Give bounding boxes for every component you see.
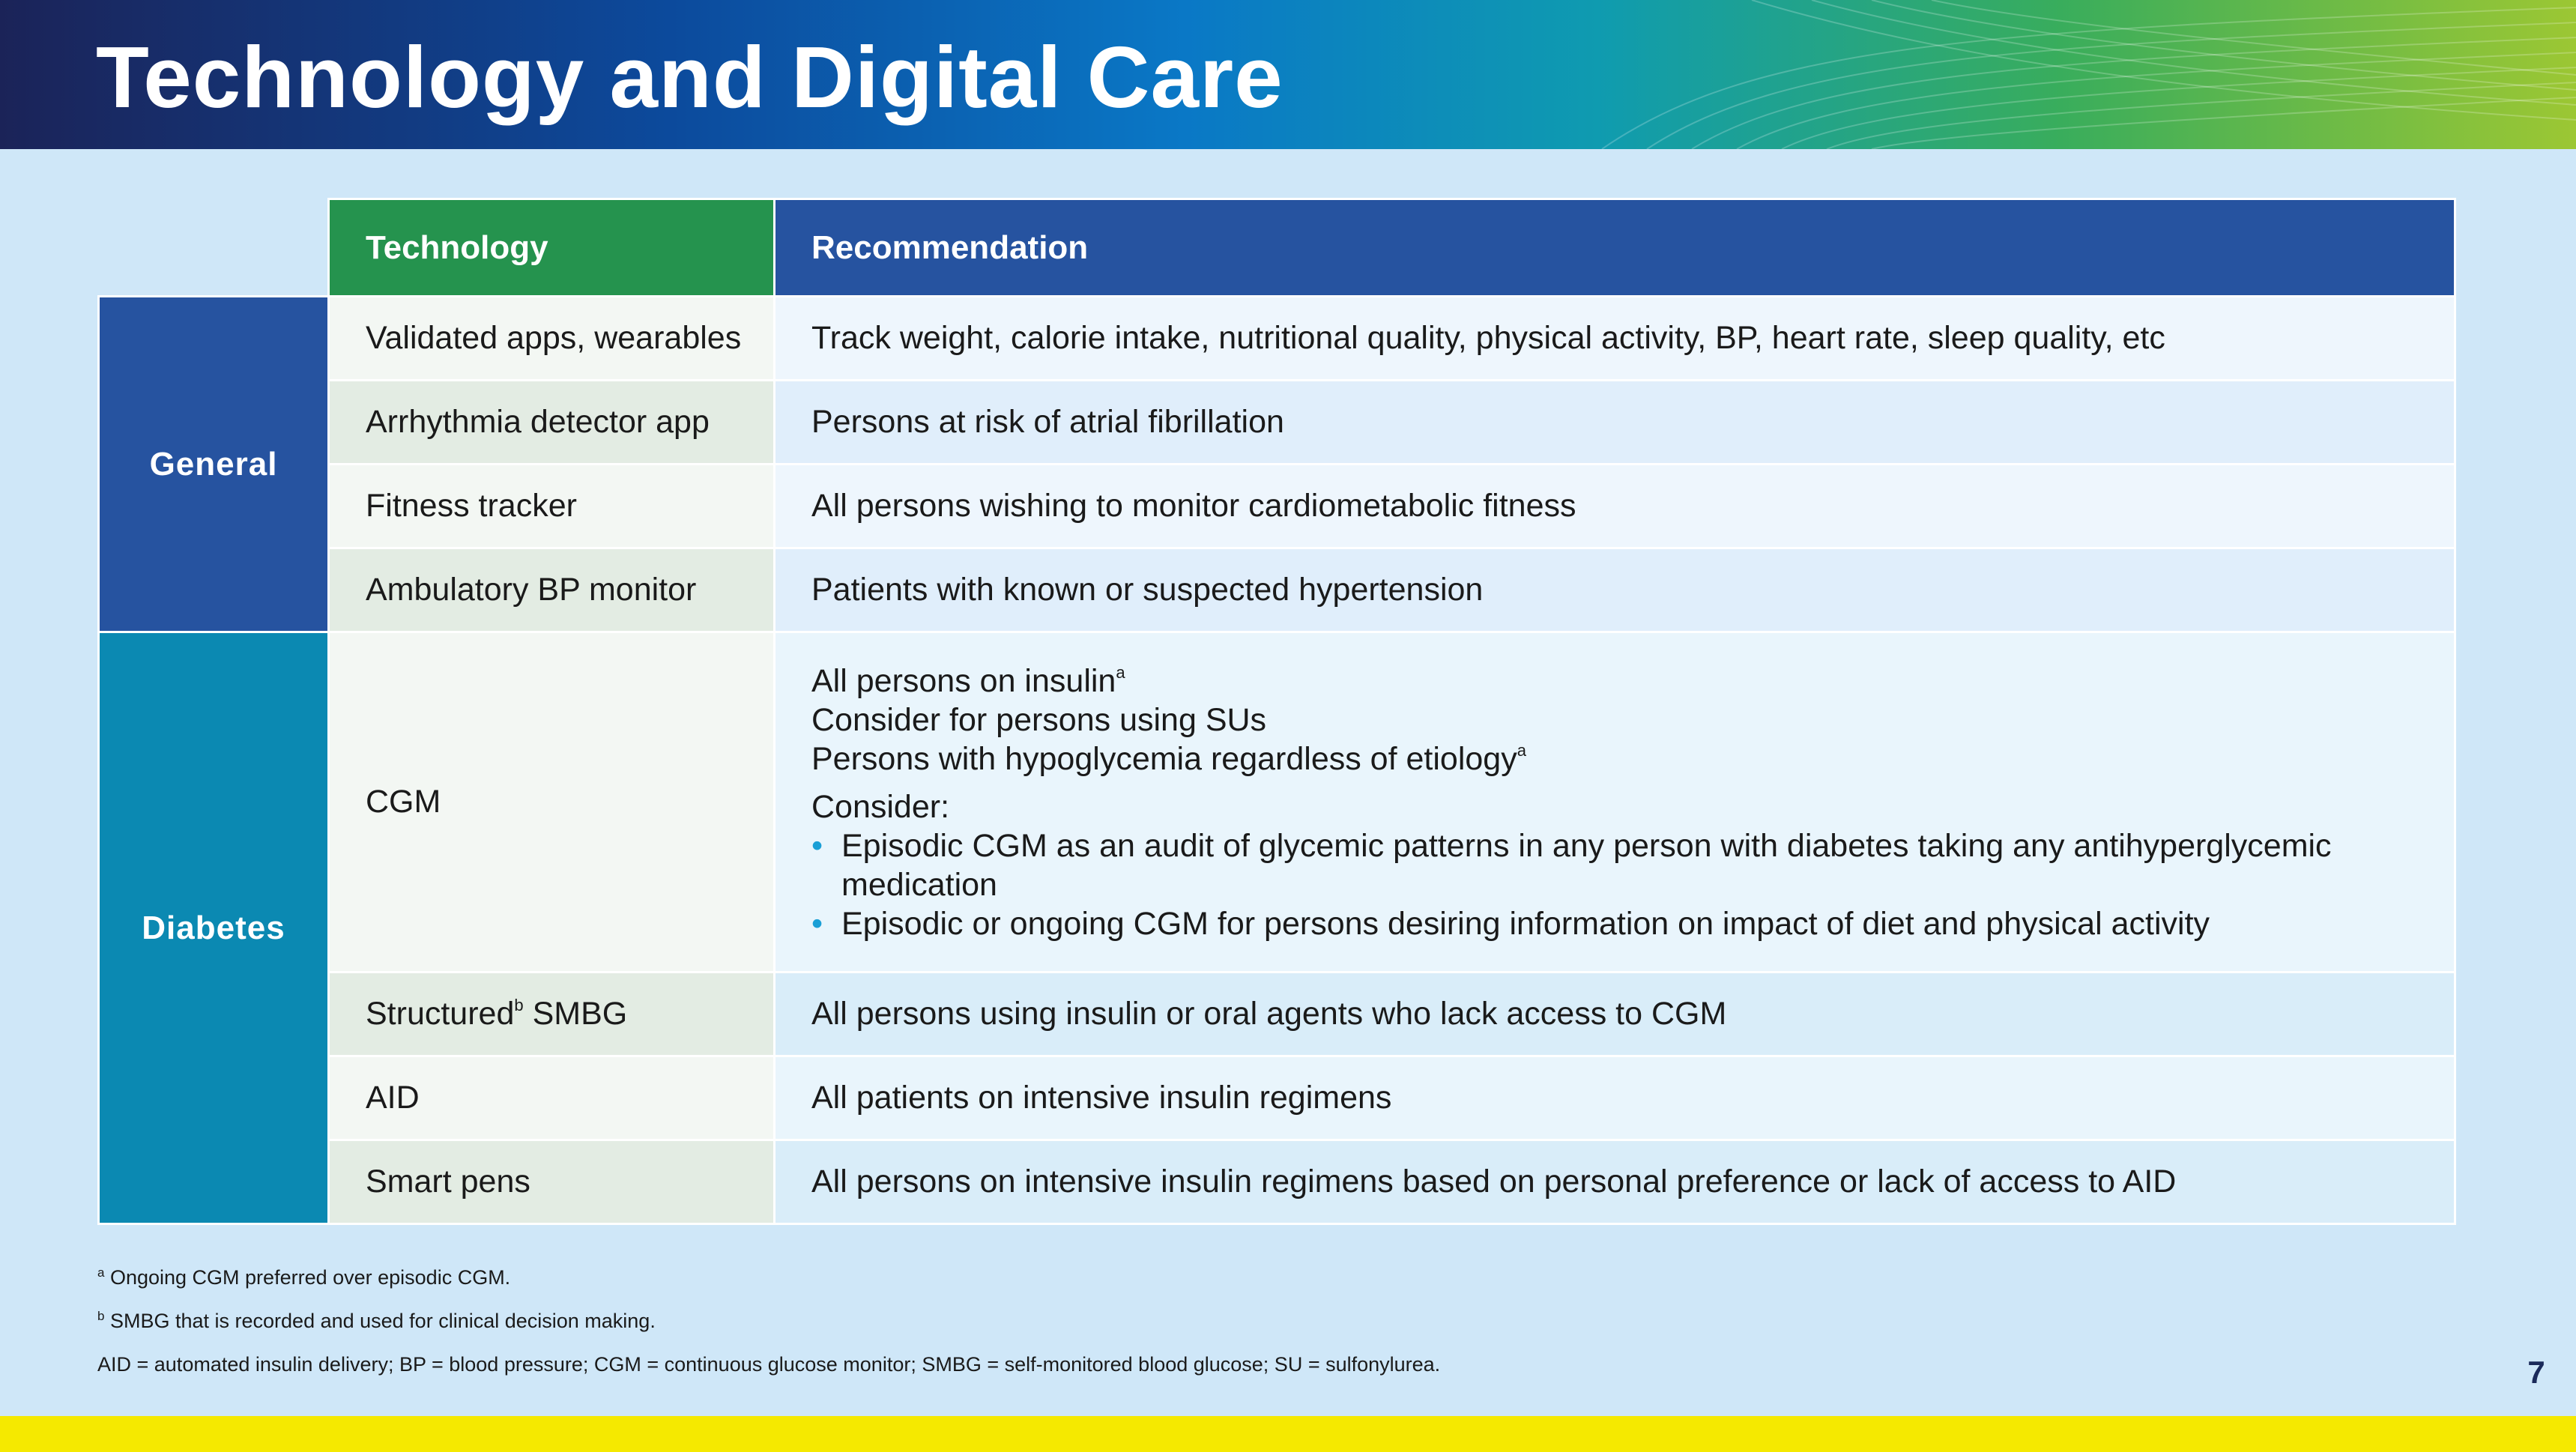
cgm-line-3: Persons with hypoglycemia regardless of … [811, 739, 2454, 778]
cgm-line-3-text: Persons with hypoglycemia regardless of … [811, 740, 1517, 777]
recommendation-cell: Track weight, calorie intake, nutritiona… [773, 295, 2456, 381]
cgm-bullet-text: Episodic or ongoing CGM for persons desi… [841, 905, 2210, 942]
abbreviations: AID = automated insulin delivery; BP = b… [97, 1353, 1441, 1376]
technology-cell: Fitness tracker [327, 463, 775, 549]
cgm-bullet-item: • Episodic CGM as an audit of glycemic p… [811, 826, 2454, 904]
footnote-marker-b: b [514, 996, 524, 1014]
table-row: Ambulatory BP monitor Patients with know… [99, 547, 2456, 633]
recommendation-table: Technology Recommendation General Valida… [97, 198, 2456, 1225]
footnote-marker-a: a [1116, 662, 1125, 682]
table-row: Smart pens All persons on intensive insu… [99, 1139, 2456, 1225]
table-row: Fitness tracker All persons wishing to m… [99, 463, 2456, 549]
table-row: General Validated apps, wearables Track … [97, 295, 2456, 633]
footnote-b-marker: b [97, 1309, 105, 1323]
technology-cell-smbg: Structuredb SMBG [327, 971, 775, 1057]
cgm-bullet-item: • Episodic or ongoing CGM for persons de… [811, 904, 2454, 943]
footnote-a-text: Ongoing CGM preferred over episodic CGM. [104, 1266, 511, 1289]
footnote-a-marker: a [97, 1265, 105, 1280]
table-header-row: Technology Recommendation [99, 198, 2456, 297]
technology-cell: AID [327, 1055, 775, 1141]
footnote-b: b SMBG that is recorded and used for cli… [97, 1299, 1440, 1343]
header-banner: Technology and Digital Care [0, 0, 2576, 149]
recommendation-cell: Patients with known or suspected hyperte… [773, 547, 2456, 633]
technology-cell: Validated apps, wearables [327, 295, 775, 381]
column-header-recommendation: Recommendation [773, 198, 2456, 297]
technology-cell: Ambulatory BP monitor [327, 547, 775, 633]
cgm-consider-label: Consider: [811, 788, 950, 825]
bullet-icon: • [811, 827, 823, 864]
bullet-icon: • [811, 905, 823, 942]
column-header-technology: Technology [327, 198, 775, 297]
table-row: Arrhythmia detector app Persons at risk … [99, 379, 2456, 465]
footer-yellow-bar [0, 1416, 2576, 1452]
recommendation-cell: Persons at risk of atrial fibrillation [773, 379, 2456, 465]
recommendation-cell: All patients on intensive insulin regime… [773, 1055, 2456, 1141]
footnote-b-text: SMBG that is recorded and used for clini… [104, 1310, 656, 1332]
cgm-bullet-text: Episodic CGM as an audit of glycemic pat… [841, 827, 2332, 903]
cgm-line-1-text: All persons on insulin [811, 662, 1116, 699]
cgm-recommendation-list: All persons on insulina Consider for per… [811, 662, 2454, 943]
technology-cell-cgm: CGM [327, 631, 775, 973]
footnotes: a Ongoing CGM preferred over episodic CG… [97, 1256, 1440, 1386]
smbg-label-post: SMBG [523, 996, 628, 1032]
table-row-cgm: Diabetes CGM All persons on insulina Con… [97, 631, 2456, 1225]
page-title: Technology and Digital Care [96, 28, 1284, 126]
recommendation-cell: All persons using insulin or oral agents… [773, 971, 2456, 1057]
recommendation-cell-cgm: All persons on insulina Consider for per… [773, 631, 2456, 973]
smbg-label-pre: Structured [366, 996, 515, 1032]
page-number: 7 [2527, 1355, 2545, 1390]
header-blank-cell [99, 199, 329, 297]
cgm-line-1: All persons on insulina [811, 662, 2454, 701]
footnote-a: a Ongoing CGM preferred over episodic CG… [97, 1256, 1440, 1299]
table-row: AID All patients on intensive insulin re… [99, 1055, 2456, 1141]
wave-pattern-decoration [1601, 0, 2576, 149]
footnote-marker-a: a [1517, 740, 1526, 760]
technology-cell: Arrhythmia detector app [327, 379, 775, 465]
recommendation-cell: All persons on intensive insulin regimen… [773, 1139, 2456, 1225]
category-diabetes: Diabetes [97, 631, 330, 1225]
table-row-smbg: Structuredb SMBG All persons using insul… [99, 971, 2456, 1057]
cgm-line-2: Consider for persons using SUs [811, 701, 1267, 738]
recommendation-cell: All persons wishing to monitor cardiomet… [773, 463, 2456, 549]
category-general: General [97, 295, 330, 633]
technology-cell: Smart pens [327, 1139, 775, 1225]
